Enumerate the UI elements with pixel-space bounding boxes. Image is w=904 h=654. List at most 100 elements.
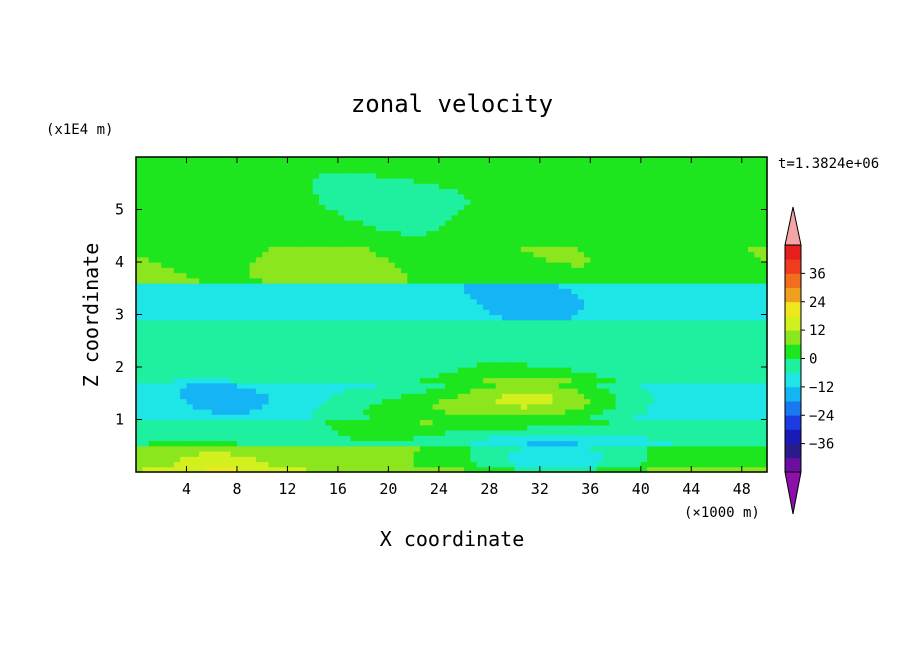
heat-cell xyxy=(180,351,188,358)
heat-cell xyxy=(621,298,629,305)
heat-cell xyxy=(489,424,497,431)
heat-cell xyxy=(615,214,623,221)
heat-cell xyxy=(363,178,371,184)
heat-cell xyxy=(180,445,188,452)
heat-cell xyxy=(407,430,415,436)
heat-cell xyxy=(546,188,554,195)
heat-cell xyxy=(470,309,478,316)
heat-cell xyxy=(318,325,326,331)
heat-cell xyxy=(318,346,326,352)
heat-cell xyxy=(331,403,339,410)
heat-cell xyxy=(457,309,465,316)
heat-cell xyxy=(413,409,421,415)
heat-cell xyxy=(438,283,446,289)
heat-cell xyxy=(653,293,661,300)
heat-cell xyxy=(255,277,263,284)
heat-cell xyxy=(356,178,364,184)
heat-cell xyxy=(546,330,554,337)
heat-cell xyxy=(218,325,225,331)
heat-cell xyxy=(167,193,175,200)
heat-cell xyxy=(180,451,188,457)
heat-cell xyxy=(571,309,579,316)
heat-cell xyxy=(382,340,389,347)
heat-cell xyxy=(432,262,440,268)
heat-cell xyxy=(571,351,579,358)
heat-cell xyxy=(407,162,415,169)
heat-cell xyxy=(394,419,402,426)
heat-cell xyxy=(653,193,661,200)
heat-cell xyxy=(489,409,497,415)
heat-cell xyxy=(300,440,307,447)
heat-cell xyxy=(527,346,535,352)
heat-cell xyxy=(173,325,181,331)
heat-cell xyxy=(154,241,162,247)
heat-cell xyxy=(501,178,509,184)
heat-cell xyxy=(640,283,648,289)
heat-cell xyxy=(602,256,610,263)
heat-cell xyxy=(312,356,320,363)
heat-cell xyxy=(634,193,642,200)
heat-cell xyxy=(236,188,244,195)
heat-cell xyxy=(590,382,598,389)
heat-cell xyxy=(218,377,225,384)
heat-cell xyxy=(293,356,301,363)
heat-cell xyxy=(312,367,320,373)
heat-cell xyxy=(205,440,213,447)
heat-cell xyxy=(375,440,383,447)
heat-cell xyxy=(558,346,566,352)
heat-cell xyxy=(470,225,478,232)
heat-cell xyxy=(653,388,661,394)
heat-cell xyxy=(628,172,636,179)
heat-cell xyxy=(489,382,497,389)
heat-cell xyxy=(533,183,541,190)
heat-cell xyxy=(520,288,528,295)
heat-cell xyxy=(356,377,364,384)
heat-cell xyxy=(584,246,591,253)
heat-cell xyxy=(464,466,472,473)
heat-cell xyxy=(432,230,440,237)
heat-cell xyxy=(312,382,320,389)
heat-cell xyxy=(224,445,232,452)
heat-cell xyxy=(236,220,244,226)
heat-cell xyxy=(577,393,585,400)
heat-cell xyxy=(419,193,427,200)
heat-cell xyxy=(268,466,276,473)
heat-cell xyxy=(148,466,156,473)
heat-cell xyxy=(426,225,434,232)
heat-cell xyxy=(243,330,251,337)
heat-cell xyxy=(243,246,251,253)
heat-cell xyxy=(375,382,383,389)
heat-cell xyxy=(539,262,547,268)
heat-cell xyxy=(356,430,364,436)
heat-cell xyxy=(470,235,478,242)
heat-cell xyxy=(527,214,535,221)
heat-cell xyxy=(609,367,617,373)
heat-cell xyxy=(602,361,610,368)
heat-cell xyxy=(255,388,263,394)
heat-cell xyxy=(457,435,465,442)
heat-cell xyxy=(211,230,219,237)
heat-cell xyxy=(457,172,465,179)
heat-cell xyxy=(375,172,383,179)
heat-cell xyxy=(136,456,143,463)
heat-cell xyxy=(432,409,440,415)
heat-cell xyxy=(325,319,333,326)
heat-cell xyxy=(508,340,516,347)
heat-cell xyxy=(432,356,440,363)
heat-cell xyxy=(363,440,371,447)
heat-cell xyxy=(142,288,150,295)
heat-cell xyxy=(274,367,282,373)
heat-cell xyxy=(653,220,661,226)
heat-cell xyxy=(520,304,528,310)
heat-cell xyxy=(205,172,213,179)
heat-cell xyxy=(615,403,623,410)
heat-cell xyxy=(211,382,219,389)
heat-cell xyxy=(262,351,270,358)
heat-cell xyxy=(483,167,490,174)
heat-cell xyxy=(401,235,408,242)
heat-cell xyxy=(243,204,251,211)
heat-cell xyxy=(401,246,408,253)
heat-cell xyxy=(230,367,238,373)
heat-cell xyxy=(224,346,232,352)
heat-cell xyxy=(602,451,610,457)
